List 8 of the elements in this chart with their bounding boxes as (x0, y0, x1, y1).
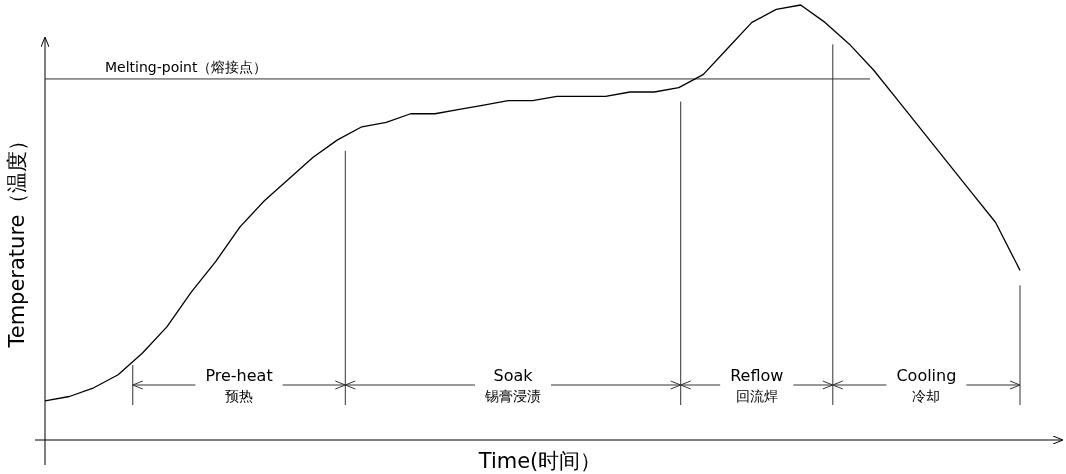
y-axis-title: Temperature（温度） (5, 130, 29, 349)
ref-line-label: Melting-point（熔接点） (105, 58, 268, 75)
ref-line: Melting-point（熔接点） (44, 58, 871, 80)
phase-label: Cooling 冷却 (896, 366, 957, 404)
x-axis-title: Time(时间） (477, 449, 602, 473)
phase-label: Soak 锡膏浸渍 (485, 366, 541, 404)
phase-label: Pre-heat 预热 (205, 366, 273, 404)
phase-label: Reflow 回流焊 (730, 366, 784, 404)
